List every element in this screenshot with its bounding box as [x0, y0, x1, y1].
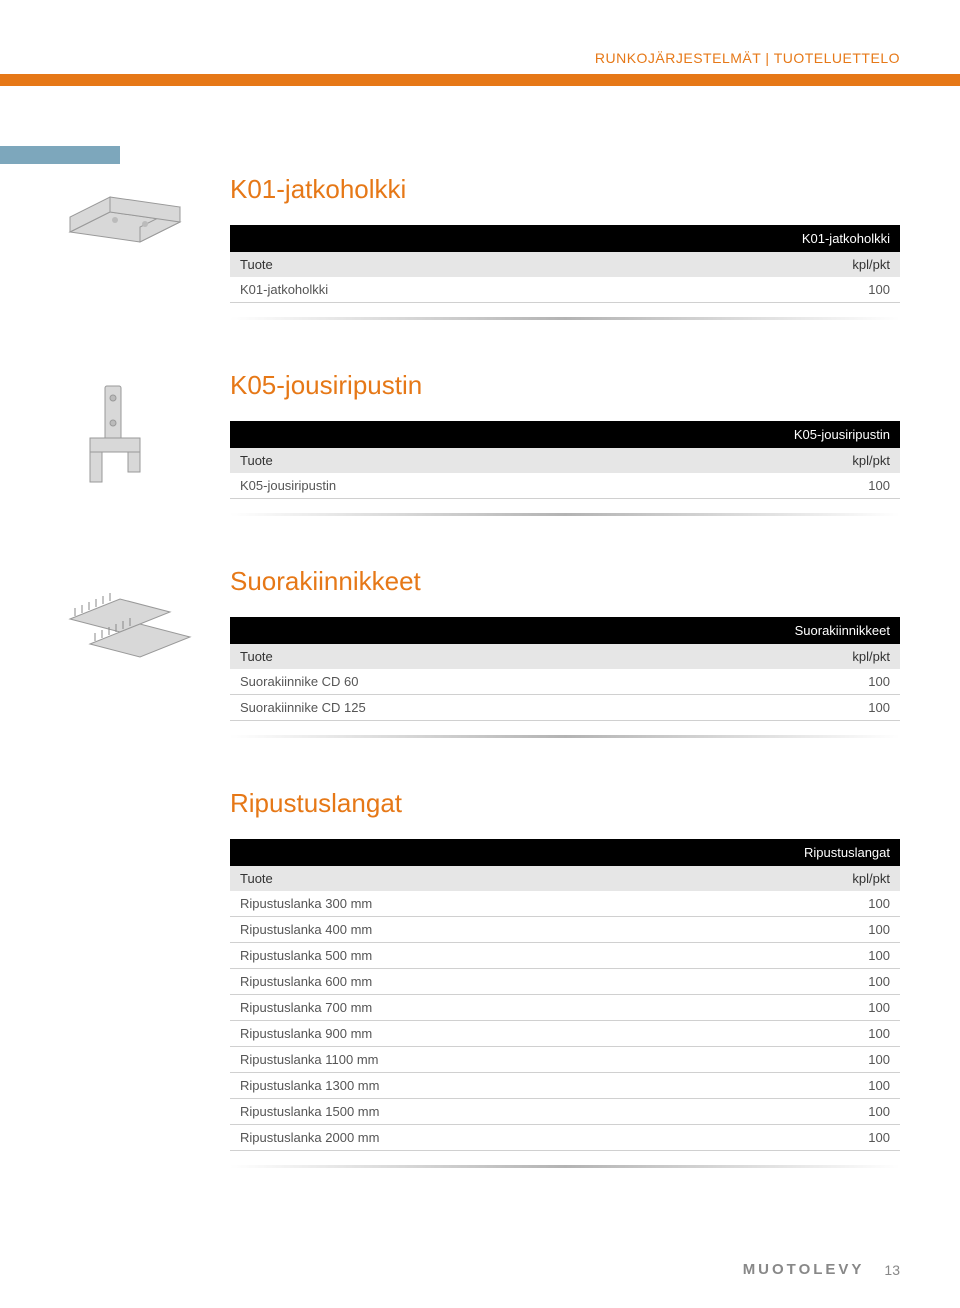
table-row: Ripustuslanka 600 mm100 [230, 969, 900, 995]
table-row: K01-jatkoholkki 100 [230, 277, 900, 303]
cell-name: Ripustuslanka 400 mm [230, 917, 722, 943]
product-table: Suorakiinnikkeet Tuote kpl/pkt Suorakiin… [230, 617, 900, 721]
cell-val: 100 [722, 1073, 900, 1099]
col-header-name: Tuote [230, 644, 710, 669]
cell-val: 100 [722, 1047, 900, 1073]
section-title: K05-jousiripustin [230, 370, 900, 401]
table-row: Ripustuslanka 500 mm100 [230, 943, 900, 969]
product-table: K05-jousiripustin Tuote kpl/pkt K05-jous… [230, 421, 900, 499]
table-row: Ripustuslanka 2000 mm100 [230, 1125, 900, 1151]
section-k01: K01-jatkoholkki K01-jatkoholkki Tuote kp… [60, 174, 900, 320]
cell-val: 100 [710, 669, 900, 695]
table-row: Suorakiinnike CD 125 100 [230, 695, 900, 721]
divider [230, 1165, 900, 1168]
col-header-qty: kpl/pkt [678, 448, 900, 473]
table-header: Suorakiinnikkeet [230, 617, 900, 644]
table-header: Ripustuslangat [230, 839, 900, 866]
footer: MUOTOLEVY 13 [743, 1261, 900, 1278]
cell-name: Ripustuslanka 300 mm [230, 891, 722, 917]
cell-name: K01-jatkoholkki [230, 277, 667, 303]
cell-val: 100 [722, 1099, 900, 1125]
divider [230, 513, 900, 516]
table-row: Suorakiinnike CD 60 100 [230, 669, 900, 695]
header-bar [0, 74, 960, 86]
table-row: Ripustuslanka 300 mm100 [230, 891, 900, 917]
section-k05: K05-jousiripustin K05-jousiripustin Tuot… [60, 370, 900, 516]
product-image-suorakiinnikkeet [60, 566, 230, 738]
cell-val: 100 [722, 1125, 900, 1151]
product-table: K01-jatkoholkki Tuote kpl/pkt K01-jatkoh… [230, 225, 900, 303]
cell-val: 100 [710, 695, 900, 721]
section-title: Ripustuslangat [230, 788, 900, 819]
section-title: Suorakiinnikkeet [230, 566, 900, 597]
cell-name: Ripustuslanka 500 mm [230, 943, 722, 969]
cell-val: 100 [722, 995, 900, 1021]
cell-name: Suorakiinnike CD 60 [230, 669, 710, 695]
cell-name: Ripustuslanka 1300 mm [230, 1073, 722, 1099]
cell-name: Ripustuslanka 1500 mm [230, 1099, 722, 1125]
table-row: Ripustuslanka 700 mm100 [230, 995, 900, 1021]
col-header-qty: kpl/pkt [722, 866, 900, 891]
product-image-k01 [60, 174, 230, 320]
table-header: K01-jatkoholkki [230, 225, 900, 252]
cell-name: Ripustuslanka 1100 mm [230, 1047, 722, 1073]
product-table: Ripustuslangat Tuote kpl/pkt Ripustuslan… [230, 839, 900, 1151]
cell-name: Ripustuslanka 900 mm [230, 1021, 722, 1047]
product-image-k05 [60, 370, 230, 516]
cell-val: 100 [722, 917, 900, 943]
cell-val: 100 [722, 1021, 900, 1047]
col-header-name: Tuote [230, 448, 678, 473]
footer-logo: MUOTOLEVY [743, 1261, 865, 1278]
divider [230, 735, 900, 738]
cell-val: 100 [722, 969, 900, 995]
col-header-qty: kpl/pkt [667, 252, 900, 277]
section-suorakiinnikkeet: Suorakiinnikkeet Suorakiinnikkeet Tuote … [60, 566, 900, 738]
table-header: K05-jousiripustin [230, 421, 900, 448]
section-title: K01-jatkoholkki [230, 174, 900, 205]
table-row: Ripustuslanka 1100 mm100 [230, 1047, 900, 1073]
table-row: Ripustuslanka 900 mm100 [230, 1021, 900, 1047]
cell-name: Ripustuslanka 2000 mm [230, 1125, 722, 1151]
cell-name: K05-jousiripustin [230, 473, 678, 499]
col-header-qty: kpl/pkt [710, 644, 900, 669]
cell-val: 100 [722, 943, 900, 969]
cell-val: 100 [667, 277, 900, 303]
section-ripustuslangat: Ripustuslangat Ripustuslangat Tuote kpl/… [60, 788, 900, 1168]
cell-name: Ripustuslanka 600 mm [230, 969, 722, 995]
section-tab [0, 146, 120, 164]
col-header-name: Tuote [230, 252, 667, 277]
table-row: Ripustuslanka 400 mm100 [230, 917, 900, 943]
table-row: K05-jousiripustin 100 [230, 473, 900, 499]
table-row: Ripustuslanka 1500 mm100 [230, 1099, 900, 1125]
page-number: 13 [884, 1262, 900, 1278]
col-header-name: Tuote [230, 866, 722, 891]
breadcrumb: RUNKOJÄRJESTELMÄT | TUOTELUETTELO [60, 50, 900, 66]
divider [230, 317, 900, 320]
cell-val: 100 [722, 891, 900, 917]
cell-val: 100 [678, 473, 900, 499]
cell-name: Suorakiinnike CD 125 [230, 695, 710, 721]
cell-name: Ripustuslanka 700 mm [230, 995, 722, 1021]
table-row: Ripustuslanka 1300 mm100 [230, 1073, 900, 1099]
